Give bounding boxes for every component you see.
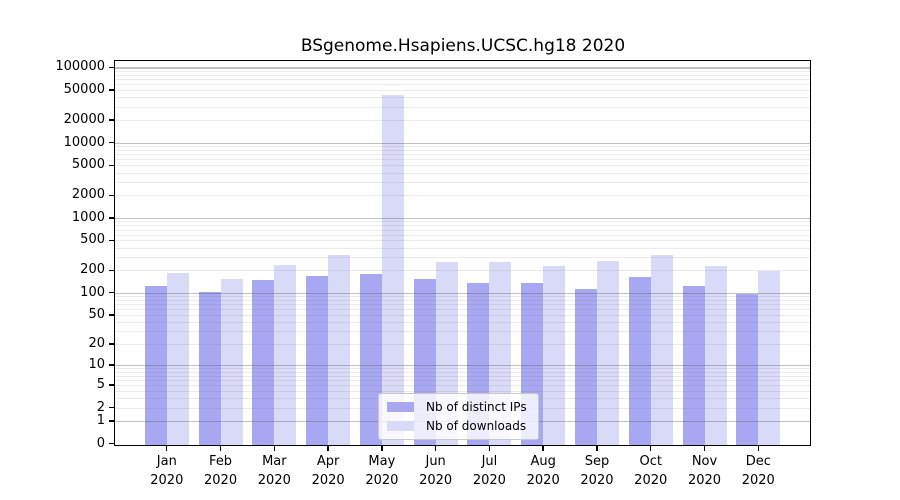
x-tick-mark — [434, 446, 437, 451]
bar-downloads-apr — [328, 254, 351, 446]
legend-label-downloads: Nb of downloads — [426, 419, 527, 433]
bar-distinct-ips-may — [359, 273, 382, 446]
y-tick-mark — [109, 420, 114, 422]
y-tick-label: 50000 — [63, 82, 105, 98]
legend: Nb of distinct IPs Nb of downloads — [378, 393, 539, 440]
x-tick-mark — [488, 446, 491, 451]
x-tick-mark — [703, 446, 706, 451]
x-tick-mark — [650, 446, 652, 451]
bars-layer — [114, 60, 811, 446]
y-tick-label: 20000 — [63, 112, 105, 128]
y-tick-label: 1000 — [71, 209, 105, 225]
x-tick-label: Mar 2020 — [257, 454, 291, 488]
y-tick-mark — [109, 239, 114, 242]
y-tick-label: 2 — [96, 399, 105, 415]
chart-title: BSgenome.Hsapiens.UCSC.hg18 2020 — [300, 36, 626, 56]
y-tick-mark — [109, 269, 114, 271]
x-tick-mark — [596, 446, 598, 451]
bar-distinct-ips-dec — [736, 294, 759, 446]
bar-downloads-nov — [704, 266, 727, 446]
legend-item-distinct-ips: Nb of distinct IPs — [387, 400, 527, 414]
bar-distinct-ips-nov — [682, 286, 705, 446]
bar-distinct-ips-mar — [252, 279, 275, 446]
y-tick-label: 5000 — [71, 157, 105, 173]
bar-downloads-mar — [274, 264, 297, 446]
x-tick-label: Apr 2020 — [311, 454, 345, 488]
x-tick-label: May 2020 — [365, 454, 399, 488]
x-tick-label: Aug 2020 — [526, 454, 560, 488]
y-tick-mark — [109, 384, 114, 386]
y-tick-label: 500 — [80, 232, 105, 248]
bar-distinct-ips-feb — [198, 292, 221, 446]
x-tick-mark — [381, 446, 383, 451]
y-tick-mark — [109, 343, 114, 345]
y-tick-label: 20 — [88, 336, 105, 352]
y-tick-label: 50 — [88, 307, 105, 323]
y-tick-label: 100 — [80, 284, 105, 300]
y-tick-label: 0 — [96, 435, 105, 451]
legend-label-distinct-ips: Nb of distinct IPs — [426, 400, 527, 414]
y-tick-label: 200 — [80, 262, 105, 278]
y-tick-mark — [109, 442, 114, 445]
y-tick-mark — [109, 217, 114, 219]
bar-distinct-ips-oct — [628, 277, 651, 446]
legend-swatch-downloads — [387, 421, 414, 431]
y-tick-label: 5 — [96, 376, 105, 392]
y-tick-mark — [109, 164, 114, 167]
bar-downloads-sep — [596, 261, 619, 446]
y-tick-mark — [109, 194, 114, 196]
x-tick-label: Jul 2020 — [472, 454, 506, 488]
legend-item-downloads: Nb of downloads — [387, 419, 527, 433]
x-tick-mark — [327, 446, 329, 451]
bar-downloads-aug — [543, 266, 566, 446]
bar-downloads-feb — [220, 279, 243, 446]
x-tick-mark — [757, 446, 759, 451]
bar-downloads-may — [381, 95, 404, 446]
x-tick-mark — [166, 446, 168, 451]
x-tick-label: Jan 2020 — [150, 454, 184, 488]
x-tick-mark — [542, 446, 544, 451]
bar-downloads-dec — [758, 271, 781, 446]
x-tick-label: Nov 2020 — [687, 454, 722, 488]
plot-area — [114, 60, 811, 446]
x-tick-label: Oct 2020 — [634, 454, 668, 488]
y-tick-mark — [109, 66, 114, 69]
y-tick-label: 100000 — [55, 59, 105, 75]
x-tick-mark — [273, 446, 276, 451]
y-tick-mark — [109, 314, 114, 316]
x-tick-label: Sep 2020 — [580, 454, 614, 488]
legend-swatch-distinct-ips — [387, 402, 414, 412]
y-tick-mark — [109, 89, 114, 91]
bar-downloads-jan — [166, 273, 189, 446]
y-tick-mark — [109, 119, 114, 121]
x-tick-mark — [219, 446, 222, 451]
bar-distinct-ips-jan — [144, 285, 167, 446]
bar-distinct-ips-sep — [574, 289, 597, 446]
x-tick-label: Jun 2020 — [419, 454, 453, 488]
y-tick-label: 10000 — [63, 134, 105, 150]
x-tick-label: Feb 2020 — [204, 454, 238, 488]
y-tick-mark — [109, 406, 114, 409]
y-tick-mark — [109, 292, 114, 294]
y-tick-label: 2000 — [71, 187, 105, 203]
bar-downloads-oct — [650, 255, 673, 446]
y-tick-label: 10 — [88, 357, 105, 373]
y-tick-label: 1 — [96, 412, 105, 428]
y-tick-mark — [109, 141, 114, 144]
y-tick-mark — [109, 364, 114, 366]
x-tick-label: Dec 2020 — [741, 454, 775, 488]
bar-distinct-ips-apr — [306, 275, 329, 446]
